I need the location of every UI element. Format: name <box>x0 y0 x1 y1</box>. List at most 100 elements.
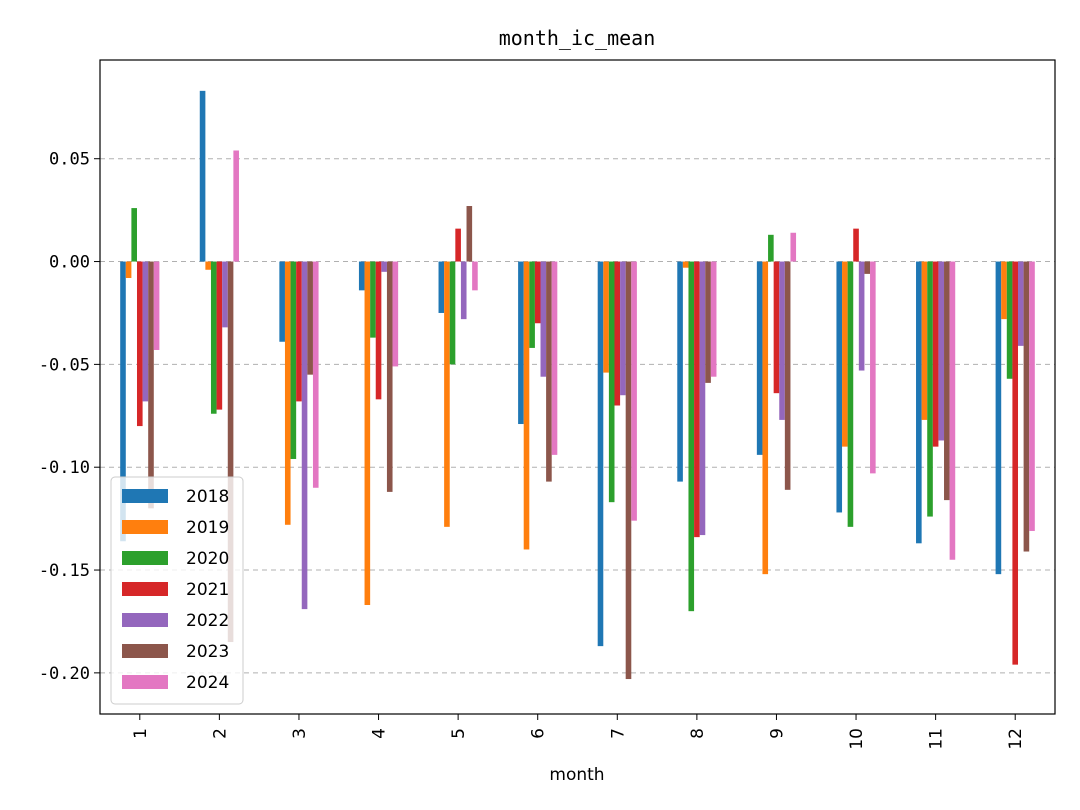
legend: 2018 2019 2020 2021 2022 2023 2024 <box>110 476 244 705</box>
legend-label-2024: 2024 <box>186 673 229 693</box>
bar-2023-month-10 <box>864 261 871 274</box>
legend-label-2019: 2019 <box>186 518 229 538</box>
y-tick-label: -0.10 <box>39 458 90 478</box>
x-axis-label: month <box>549 765 604 785</box>
bars <box>120 90 1035 680</box>
bar-2019-month-12 <box>1001 261 1007 320</box>
bar-2022-month-1 <box>142 261 149 402</box>
x-tick-label: 11 <box>927 728 947 750</box>
bar-2020-month-10 <box>847 261 854 527</box>
y-axis: -0.20 -0.15 -0.10 -0.05 0.00 0.05 <box>39 150 100 684</box>
bar-2018-month-7 <box>597 261 604 647</box>
legend-swatch-2020 <box>122 551 168 565</box>
bar-2022-month-10 <box>858 261 865 371</box>
bar-2018-month-5 <box>438 261 445 313</box>
bar-2020-month-8 <box>688 261 695 612</box>
bar-2018-month-11 <box>916 261 922 544</box>
bar-2018-month-8 <box>677 261 683 482</box>
bar-2021-month-1 <box>136 261 143 427</box>
legend-label-2021: 2021 <box>186 580 229 600</box>
bar-2021-month-11 <box>932 261 939 447</box>
x-tick-label: 1 <box>131 728 151 739</box>
legend-swatch-2018 <box>122 489 168 503</box>
bar-2023-month-12 <box>1023 261 1030 552</box>
bar-2021-month-6 <box>534 261 541 324</box>
bar-2024-month-7 <box>631 261 637 521</box>
bar-2023-month-2 <box>227 261 234 643</box>
bar-2020-month-4 <box>370 261 376 338</box>
bar-2019-month-10 <box>842 261 848 447</box>
x-tick-label: 9 <box>767 728 787 739</box>
legend-swatch-2021 <box>122 582 168 596</box>
legend-swatch-2024 <box>122 675 168 689</box>
bar-2024-month-2 <box>233 150 239 262</box>
bar-2020-month-7 <box>608 261 615 503</box>
bar-2021-month-7 <box>614 261 621 406</box>
bar-2022-month-9 <box>779 261 785 420</box>
bar-2022-month-3 <box>301 261 308 610</box>
bar-2020-month-11 <box>927 261 933 517</box>
bar-2021-month-3 <box>296 261 302 402</box>
y-tick-label: 0.00 <box>49 253 90 273</box>
bar-2024-month-6 <box>551 261 558 455</box>
bar-2021-month-10 <box>853 228 859 262</box>
bar-2023-month-7 <box>625 261 632 680</box>
bar-2021-month-5 <box>455 228 461 262</box>
bar-2018-month-12 <box>995 261 1002 575</box>
bar-2022-month-6 <box>540 261 547 377</box>
bar-2019-month-3 <box>284 261 291 525</box>
bar-2020-month-5 <box>449 261 456 365</box>
x-axis: 1 2 3 4 5 6 7 8 9 10 11 12 <box>131 714 1026 750</box>
bar-2023-month-4 <box>386 261 393 492</box>
bar-2018-month-3 <box>279 261 285 342</box>
chart-title: month_ic_mean <box>499 26 656 50</box>
bar-2020-month-3 <box>290 261 297 459</box>
x-tick-label: 5 <box>449 728 469 739</box>
x-tick-label: 3 <box>290 728 310 739</box>
bar-2022-month-8 <box>699 261 706 536</box>
x-tick-label: 4 <box>370 728 390 739</box>
y-tick-label: -0.05 <box>39 355 90 375</box>
bar-2021-month-9 <box>773 261 780 394</box>
x-tick-label: 7 <box>608 728 628 739</box>
bar-2023-month-8 <box>705 261 711 383</box>
bar-2021-month-4 <box>375 261 382 400</box>
bar-2018-month-1 <box>120 261 126 542</box>
bar-2020-month-2 <box>210 261 217 414</box>
bar-2024-month-5 <box>472 261 478 291</box>
bar-2022-month-5 <box>460 261 467 320</box>
bar-2020-month-12 <box>1006 261 1013 379</box>
bar-2023-month-3 <box>307 261 313 375</box>
bar-2020-month-1 <box>131 208 137 262</box>
legend-swatch-2023 <box>122 644 168 658</box>
plot-frame <box>99 59 1056 715</box>
x-tick-label: 12 <box>1006 728 1026 750</box>
bar-2019-month-9 <box>762 261 769 575</box>
bar-2023-month-1 <box>148 261 154 509</box>
x-tick-label: 8 <box>688 728 708 739</box>
bar-2023-month-5 <box>466 206 473 262</box>
bar-2024-month-1 <box>153 261 160 350</box>
bar-2024-month-11 <box>949 261 956 560</box>
bar-2019-month-11 <box>921 261 928 420</box>
bar-2018-month-4 <box>358 261 365 291</box>
bar-2018-month-6 <box>518 261 524 425</box>
bar-2021-month-12 <box>1012 261 1019 665</box>
bar-2019-month-2 <box>205 261 211 270</box>
x-tick-label: 10 <box>847 728 867 750</box>
bar-2023-month-11 <box>944 261 950 501</box>
bar-2022-month-4 <box>381 261 387 272</box>
bar-2019-month-7 <box>603 261 609 373</box>
grid <box>100 158 1055 674</box>
bar-2023-month-6 <box>546 261 552 482</box>
legend-label-2022: 2022 <box>186 611 229 631</box>
legend-label-2018: 2018 <box>186 487 229 507</box>
bar-2022-month-11 <box>938 261 945 441</box>
bar-2024-month-8 <box>710 261 717 377</box>
bar-2019-month-8 <box>682 261 689 268</box>
legend-label-2023: 2023 <box>186 642 229 662</box>
x-tick-label: 6 <box>529 728 549 739</box>
y-tick-label: 0.05 <box>49 150 90 170</box>
legend-label-2020: 2020 <box>186 549 229 569</box>
